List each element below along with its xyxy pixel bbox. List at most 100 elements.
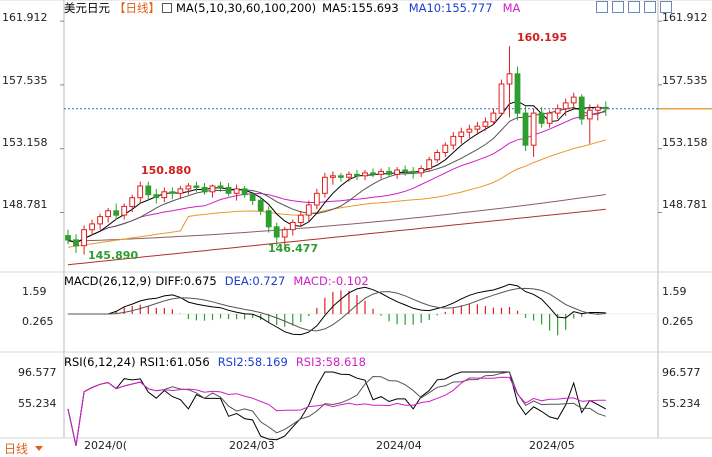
candle-up [498, 83, 505, 114]
candle-up [89, 223, 95, 231]
candle-down [273, 226, 280, 238]
candle-up [458, 131, 465, 138]
candle-down [257, 200, 264, 212]
candle-down [578, 96, 585, 120]
candle-down [169, 191, 176, 194]
candle-up [346, 173, 352, 178]
ma10-line [67, 106, 607, 244]
ma200-line [67, 208, 606, 266]
candle-up [434, 152, 441, 161]
macd-tick: 0.265 [662, 315, 694, 328]
candle-up [97, 216, 103, 225]
macd-dea: DEA:0.727 [224, 273, 286, 288]
candle-down [145, 185, 152, 196]
period-button[interactable]: 日线 [4, 440, 43, 457]
ma10-value: MA10:155.777 [408, 0, 493, 15]
candle-up [289, 221, 296, 231]
candle-up [490, 112, 497, 123]
price-tick: 161.912 [662, 11, 708, 24]
macd-tick-left: 1.59 [22, 285, 47, 298]
price-tick-left: 148.781 [2, 198, 48, 211]
candle-up [330, 175, 336, 178]
candle-up [362, 172, 368, 177]
candle-up [378, 170, 385, 175]
candle-up [554, 108, 561, 114]
candle-down [354, 173, 360, 177]
ma5-value: MA5:155.693 [322, 0, 399, 15]
candle-up [81, 229, 87, 247]
candle-up [562, 102, 569, 110]
price-tick: 153.158 [662, 136, 708, 149]
price-tick: 157.535 [662, 74, 708, 87]
candle-up [586, 109, 593, 120]
grid-view-icon[interactable] [596, 1, 608, 13]
candle-down [338, 175, 344, 178]
rsi1-line [67, 371, 607, 446]
rsi1-value: RSI1:61.056 [139, 354, 210, 369]
candle-down [265, 210, 272, 228]
low-annotation-2: 146.477 [268, 242, 319, 255]
candle-down [402, 169, 409, 172]
candle-up [233, 188, 240, 194]
candle-up [530, 112, 537, 146]
candle-down [514, 73, 521, 114]
candle-up [297, 214, 304, 223]
candle-up [129, 197, 136, 207]
price-tick-left: 153.158 [2, 136, 48, 149]
rsi-tick: 55.234 [662, 397, 701, 410]
candle-up [105, 210, 111, 218]
ma-label: MA(5,10,30,60,100,200) [176, 0, 317, 15]
zoom-in-icon[interactable] [612, 1, 624, 13]
candle-up [474, 125, 481, 130]
rsi2-line [67, 371, 606, 446]
split-view-icon[interactable] [644, 1, 656, 13]
candle-down [113, 210, 120, 216]
local-high-annotation: 150.880 [141, 164, 192, 177]
price-tick-left: 161.912 [2, 11, 48, 24]
list-view-icon[interactable] [660, 1, 672, 13]
candle-up [185, 185, 192, 190]
rsi3-line [67, 376, 606, 446]
ma60-line [67, 139, 606, 248]
candle-up [570, 96, 577, 104]
candle-up [209, 185, 216, 193]
candle-down [522, 112, 529, 146]
candle-up [594, 106, 601, 111]
candle-up [305, 204, 312, 216]
ma100-line [67, 194, 606, 242]
candle-up [426, 159, 433, 170]
macd-header: MACD(26,12,9) DIFF:0.675 DEA:0.727 MACD:… [64, 273, 369, 288]
rsi2-value: RSI2:58.169 [217, 354, 288, 369]
candle-down [201, 187, 208, 193]
rsi3-value: RSI3:58.618 [295, 354, 366, 369]
low-annotation-1: 145.890 [88, 249, 139, 262]
candle-up [450, 135, 457, 146]
candle-down [153, 194, 160, 199]
macd-label: MACD(26,12,9) [64, 273, 152, 288]
period-label[interactable]: 【日线】 [114, 0, 160, 15]
zoom-out-icon[interactable] [628, 1, 640, 13]
candle-up [322, 176, 328, 194]
dropdown-arrow-icon [34, 446, 43, 451]
price-tick-left: 157.535 [2, 74, 48, 87]
ma-extra-value: MA [502, 0, 521, 15]
candle-down [193, 185, 200, 188]
candle-up [482, 121, 489, 127]
candle-down [538, 112, 545, 124]
candle-down [241, 188, 248, 196]
candle-up [442, 144, 449, 153]
candle-up [313, 192, 320, 206]
candle-down [65, 235, 71, 241]
high-annotation: 160.195 [517, 31, 568, 44]
candle-up [506, 73, 513, 85]
macd-tick-left: 0.265 [22, 315, 54, 328]
rsi-tick-left: 96.577 [18, 366, 57, 379]
candle-up [177, 188, 184, 194]
rsi-tick-left: 55.234 [18, 397, 57, 410]
ma-settings-icon[interactable] [162, 2, 172, 13]
rsi-label: RSI(6,12,24) [64, 354, 136, 369]
period-button-label: 日线 [4, 442, 29, 456]
rsi-tick: 96.577 [662, 366, 701, 379]
macd-diff: DIFF:0.675 [155, 273, 217, 288]
